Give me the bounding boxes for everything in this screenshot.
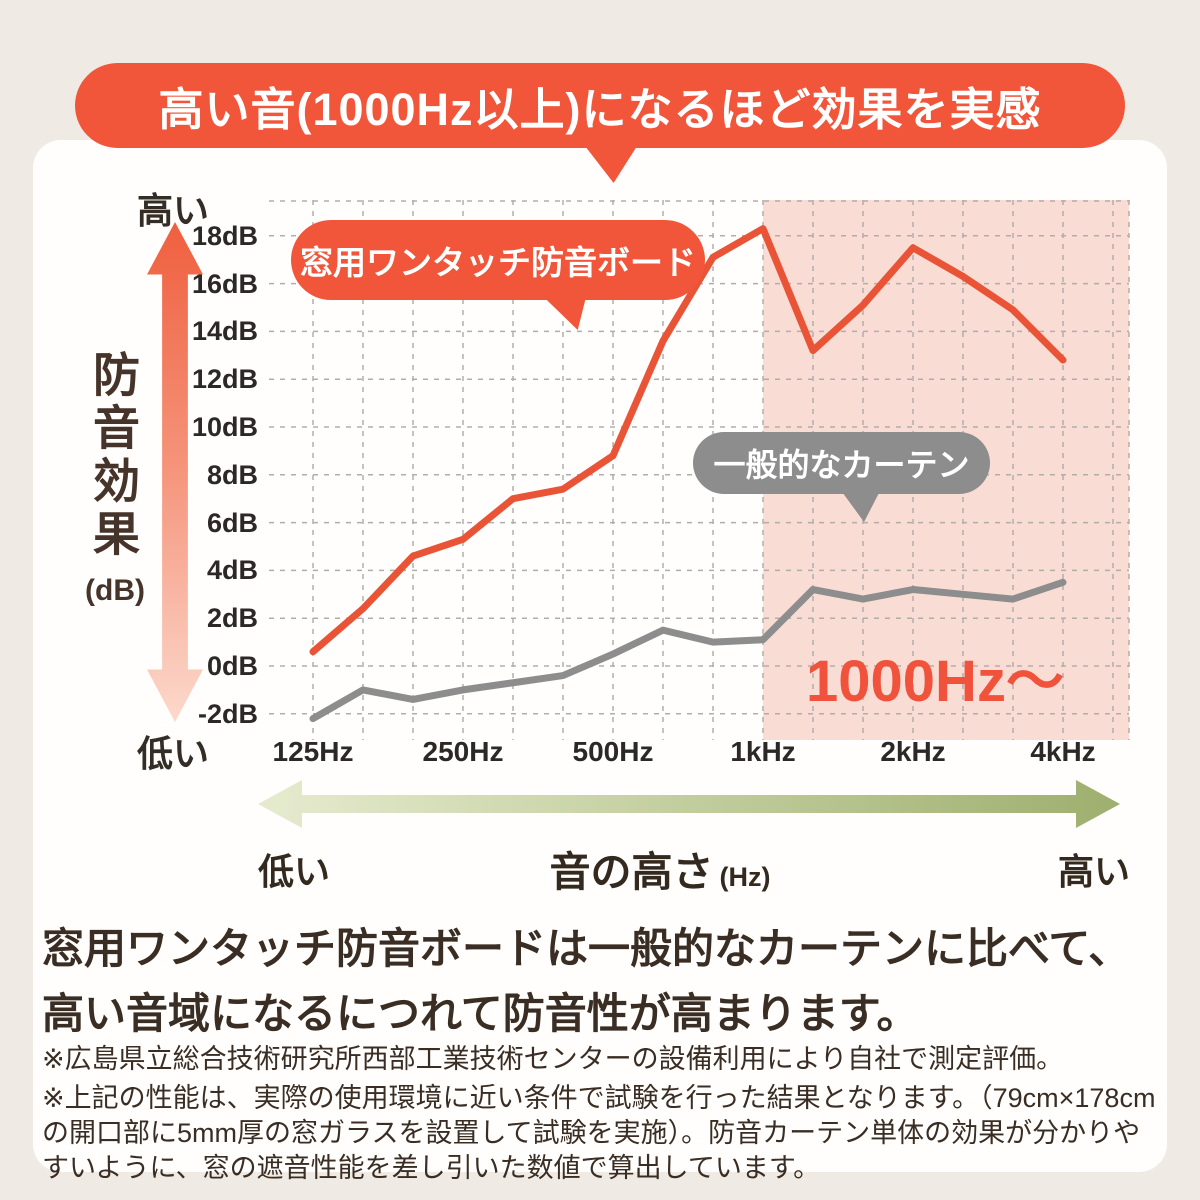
frequency-axis-title-text: 音の高さ bbox=[549, 849, 714, 895]
x-tick-label: 2kHz bbox=[880, 736, 946, 767]
callout-board-label: 窓用ワンタッチ防音ボード bbox=[300, 244, 696, 281]
y-axis-low-label: 低い bbox=[137, 733, 210, 774]
y-tick-label: 18dB bbox=[191, 220, 258, 251]
y-tick-label: 6dB bbox=[206, 507, 258, 538]
y-tick-label: 4dB bbox=[206, 555, 258, 586]
callout-curtain-label: 一般的なカーテン bbox=[713, 447, 970, 483]
header-banner: 高い音(1000Hz以上)になるほど効果を実感 bbox=[75, 63, 1125, 148]
highlight-region-label: 1000Hz〜 bbox=[806, 649, 1064, 714]
callout-board: 窓用ワンタッチ防音ボード bbox=[291, 220, 705, 300]
x-tick-label: 250Hz bbox=[422, 736, 504, 767]
y-tick-label: 0dB bbox=[206, 651, 258, 681]
y-tick-label: -2dB bbox=[198, 698, 258, 729]
series-line bbox=[309, 225, 1067, 656]
callout-curtain: 一般的なカーテン bbox=[693, 432, 990, 494]
y-axis-unit: (dB) bbox=[85, 574, 145, 607]
series-line bbox=[309, 578, 1067, 723]
x-tick-label: 4kHz bbox=[1030, 736, 1096, 767]
header-banner-text: 高い音(1000Hz以上)になるほど効果を実感 bbox=[158, 84, 1042, 135]
x-tick-label: 125Hz bbox=[272, 736, 354, 767]
y-tick-label: 12dB bbox=[191, 364, 258, 395]
frequency-low-label: 低い bbox=[258, 851, 331, 892]
y-tick-label: 2dB bbox=[206, 603, 258, 634]
y-tick-label: 16dB bbox=[191, 268, 258, 299]
x-tick-label: 1kHz bbox=[730, 736, 796, 767]
footnotes: ※広島県立総合技術研究所西部工業技術センターの設備利用により自社で測定評価。 ※… bbox=[42, 1042, 1162, 1190]
summary-headline: 窓用ワンタッチ防音ボードは一般的なカーテンに比べて、高い音域になるにつれて防音性… bbox=[42, 925, 1131, 1038]
y-tick-label: 10dB bbox=[191, 412, 258, 442]
y-tick-label: 8dB bbox=[206, 459, 258, 490]
frequency-axis-title: 音の高さ (Hz) bbox=[470, 838, 850, 898]
frequency-high-label: 高い bbox=[1057, 851, 1130, 892]
frequency-axis-arrow-icon bbox=[258, 780, 1120, 828]
y-axis-high-label: 高い bbox=[137, 190, 210, 231]
frequency-axis-unit: (Hz) bbox=[719, 862, 771, 892]
y-axis-title: 防音効果 bbox=[86, 350, 139, 562]
footnote-2: ※上記の性能は、実際の使用環境に近い条件で試験を行った結果となります。（79cm… bbox=[42, 1083, 1156, 1184]
x-tick-label: 500Hz bbox=[572, 736, 654, 767]
footnote-1: ※広島県立総合技術研究所西部工業技術センターの設備利用により自社で測定評価。 bbox=[42, 1044, 1064, 1074]
y-tick-label: 14dB bbox=[191, 316, 258, 347]
